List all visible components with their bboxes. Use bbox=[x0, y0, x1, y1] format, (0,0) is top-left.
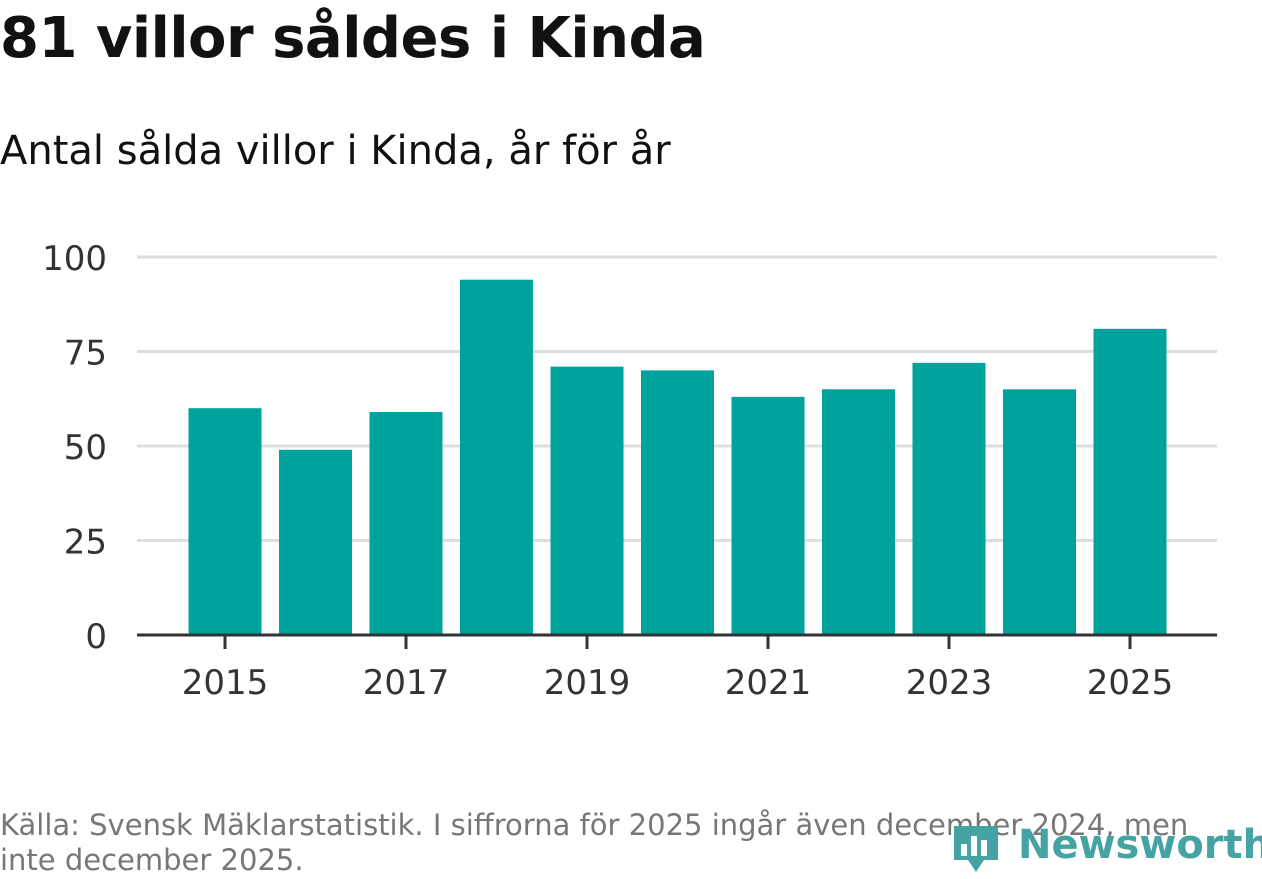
source-note: Källa: Svensk Mäklarstatistik. I siffror… bbox=[0, 808, 1189, 877]
x-tick-label: 2015 bbox=[182, 663, 269, 703]
x-tick-label: 2017 bbox=[363, 663, 450, 703]
x-tick-label: 2021 bbox=[725, 663, 812, 703]
newsworthy-logo: Newsworthy bbox=[950, 820, 1262, 878]
bar-2023 bbox=[912, 362, 986, 635]
bar-chart-pin-icon bbox=[954, 826, 998, 872]
y-tick-label: 25 bbox=[64, 523, 107, 563]
x-tick-label: 2023 bbox=[906, 663, 993, 703]
bar-2020 bbox=[641, 370, 714, 635]
bar-chart: 0 25 50 75 100 2015 2017 2019 2021 2023 2025 bbox=[42, 239, 1217, 703]
bar-2022 bbox=[822, 389, 895, 635]
bar-2019 bbox=[550, 366, 624, 635]
bar-2016 bbox=[279, 449, 352, 635]
bar-2021 bbox=[731, 396, 805, 635]
chart-subtitle: Antal sålda villor i Kinda, år för år bbox=[0, 128, 671, 174]
y-tick-label: 75 bbox=[64, 334, 107, 374]
y-tick-label: 100 bbox=[42, 239, 107, 279]
bar-2025 bbox=[1093, 328, 1167, 635]
y-tick-label: 0 bbox=[85, 617, 107, 657]
y-tick-label: 50 bbox=[64, 428, 107, 468]
bar-2024 bbox=[1003, 389, 1076, 635]
bar-2018 bbox=[460, 279, 533, 635]
bar-2017 bbox=[369, 411, 443, 635]
chart-title: 81 villor såldes i Kinda bbox=[0, 6, 706, 71]
bar-2015 bbox=[188, 408, 262, 635]
logo-text: Newsworthy bbox=[1018, 822, 1262, 868]
x-tick-label: 2019 bbox=[544, 663, 631, 703]
x-tick-label: 2025 bbox=[1087, 663, 1174, 703]
